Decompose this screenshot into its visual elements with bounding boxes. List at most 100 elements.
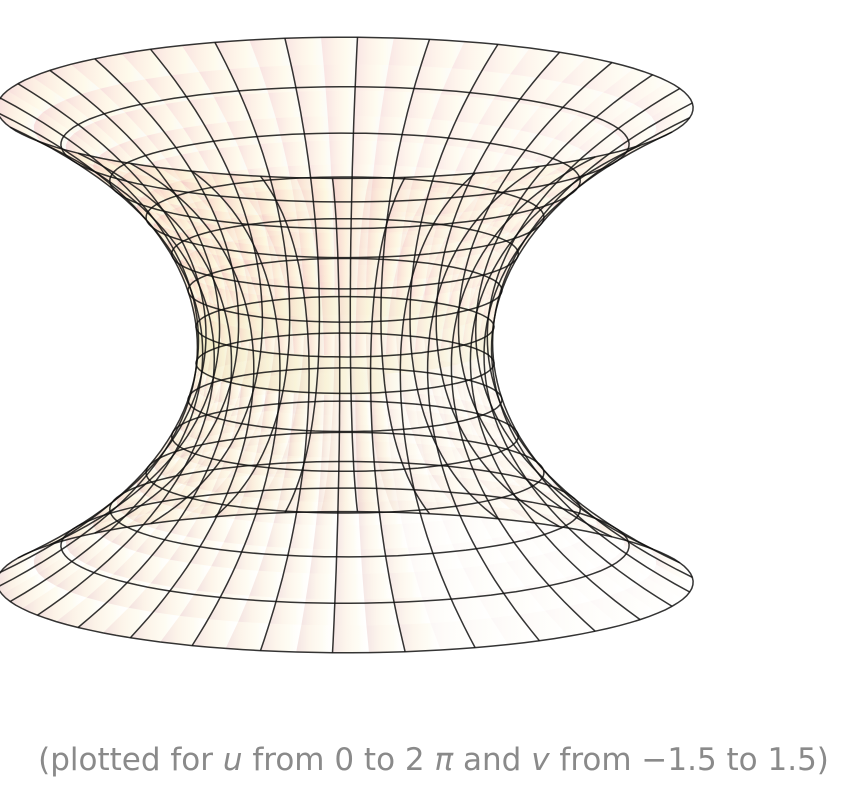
surface-patch [240, 92, 276, 120]
surface-patch [66, 526, 97, 553]
surface-patch [360, 217, 389, 234]
surface-patch [461, 515, 492, 542]
surface-patch [204, 223, 235, 243]
surface-patch [298, 478, 321, 502]
surface-patch [69, 531, 103, 559]
surface-patch [304, 435, 323, 458]
surface-patch [357, 264, 379, 283]
caption-u-range: from 0 to 2 [242, 742, 435, 778]
surface-patch [469, 421, 487, 445]
surface-patch [362, 573, 394, 600]
surface-patch [487, 415, 502, 439]
surface-patch [293, 373, 310, 395]
surface-patch [0, 106, 35, 132]
surface-patch [414, 350, 429, 372]
surface-patch [313, 525, 338, 550]
surface-patch [373, 280, 394, 300]
surface-patch [189, 207, 224, 227]
surface-patch [355, 394, 372, 416]
surface-patch [165, 100, 205, 128]
surface-patch [32, 70, 82, 100]
surface-patch [468, 490, 495, 516]
surface-patch [37, 592, 87, 622]
surface-patch [466, 123, 501, 151]
surface-patch [530, 469, 552, 494]
surface-patch [526, 182, 566, 203]
surface-patch [307, 394, 325, 416]
surface-patch [388, 38, 430, 67]
surface-patch [355, 299, 374, 318]
surface-patch [222, 198, 259, 216]
surface-patch [260, 623, 302, 652]
surface-patch [130, 163, 180, 182]
surface-patch [301, 281, 322, 300]
surface-patch [259, 142, 288, 168]
surface-patch [364, 598, 399, 626]
surface-patch [323, 394, 340, 416]
surface-patch [407, 453, 429, 478]
surface-patch [335, 573, 365, 600]
surface-patch [111, 520, 144, 547]
surface-patch [442, 225, 473, 244]
surface-patch [258, 546, 290, 573]
surface-patch [290, 413, 308, 436]
surface-patch [183, 124, 218, 152]
surface-patch [439, 568, 476, 596]
surface-patch [289, 524, 316, 549]
surface-patch [192, 171, 239, 187]
surface-patch [238, 595, 278, 624]
surface-patch [603, 68, 653, 98]
surface-patch [144, 474, 168, 500]
surface-patch [478, 512, 510, 539]
surface-patch [452, 541, 486, 568]
surface-patch [620, 116, 656, 144]
surface-patch [0, 98, 37, 126]
mesh-profile-line [49, 69, 221, 546]
mesh-profile-line [191, 170, 281, 646]
surface-patch [472, 466, 496, 491]
surface-patch [386, 392, 403, 415]
surface-patch [213, 359, 223, 382]
surface-patch [198, 148, 229, 175]
surface-patch [78, 602, 129, 633]
surface-patch [507, 480, 533, 506]
surface-patch [353, 116, 381, 142]
surface-patch [452, 493, 479, 519]
surface-patch [559, 514, 590, 541]
surface-patch [0, 566, 39, 595]
surface-patch [121, 49, 172, 80]
surface-patch [644, 88, 688, 117]
surface-patch [221, 272, 243, 293]
surface-patch [289, 231, 316, 249]
surface-patch [226, 472, 251, 497]
mesh-profile-line [369, 177, 406, 652]
surface-patch [304, 298, 323, 318]
surface-patch [249, 570, 284, 598]
surface-patch [336, 218, 363, 234]
surface-patch [250, 118, 283, 144]
surface-patch [336, 549, 363, 574]
surface-patch [509, 531, 544, 559]
surface-patch [623, 538, 657, 565]
surface-patch [526, 554, 566, 582]
surface-patch [196, 195, 235, 213]
surface-patch [647, 571, 690, 600]
surface-patch [309, 548, 337, 574]
surface-patch [517, 476, 541, 502]
surface-patch [214, 40, 260, 70]
surface-patch [234, 213, 267, 231]
surface-patch [45, 558, 86, 586]
mesh-profile-line [17, 83, 207, 559]
surface-patch [33, 125, 67, 152]
surface-patch [472, 538, 507, 566]
surface-patch [318, 479, 339, 503]
surface-patch [131, 135, 166, 163]
surface-patch [547, 489, 572, 515]
caption-u-variable: u [222, 742, 243, 778]
surface-patch [296, 624, 334, 653]
surface-patch [470, 358, 479, 381]
surface-patch [153, 446, 170, 471]
surface-patch [554, 115, 592, 144]
surface-patch [479, 280, 495, 303]
surface-patch [144, 103, 184, 132]
